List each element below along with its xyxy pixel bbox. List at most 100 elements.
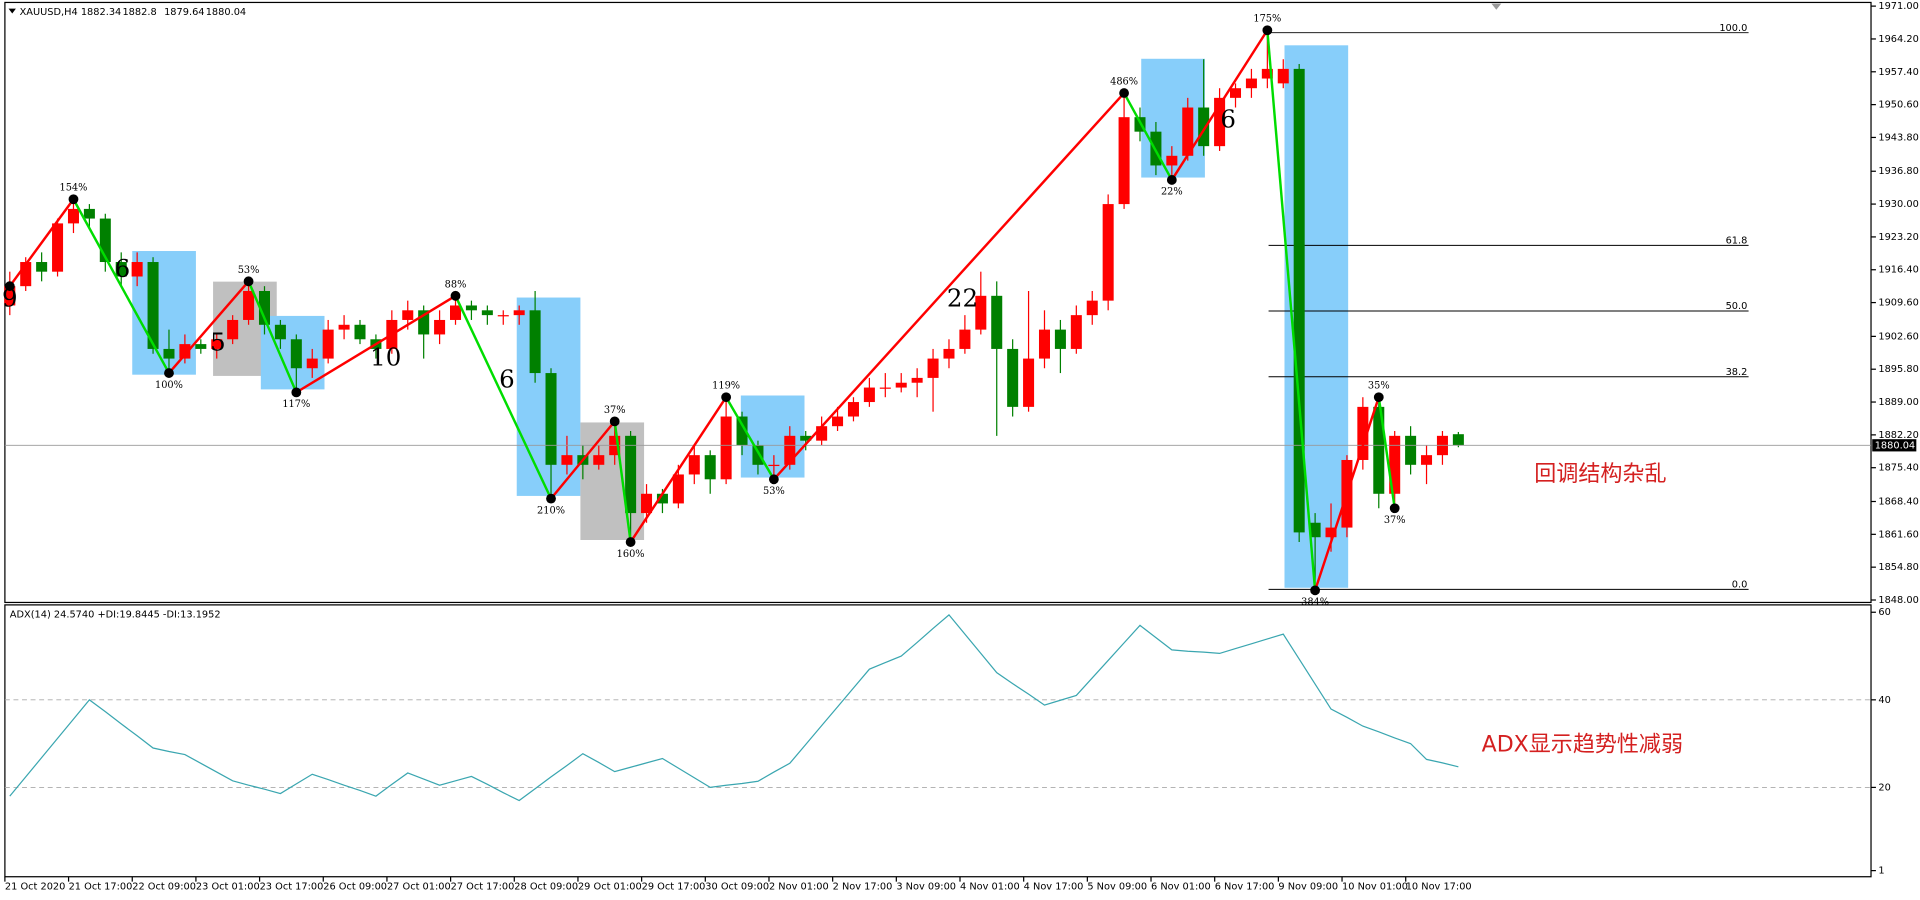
candle-body (179, 344, 191, 359)
pivot-label: 53% (763, 486, 785, 497)
zigzag-segment (772, 92, 1125, 481)
y-tick-label: 1848.00 (1878, 595, 1918, 606)
y-tick-label: 60 (1878, 607, 1890, 618)
pivot-label: 210% (537, 505, 565, 516)
ohlc-header: 1879.64 (164, 7, 204, 18)
wave-count: 6 (1220, 105, 1236, 134)
candle-body (1389, 435, 1401, 494)
candle-body (752, 445, 764, 465)
x-tick-label: 6 Nov 01:00 (1151, 882, 1211, 893)
y-tick-label: 1875.40 (1878, 463, 1918, 474)
candle-body (1245, 78, 1257, 89)
zigzag-segment (1123, 92, 1173, 181)
x-tick-label: 10 Nov 01:00 (1342, 882, 1408, 893)
price-tag-label: 1880.04 (1875, 440, 1915, 451)
price-tag (1872, 439, 1917, 452)
candle-body (529, 310, 541, 374)
fib-label: 50.0 (1726, 301, 1748, 312)
y-tick-label: 1964.20 (1878, 34, 1918, 45)
x-tick-label: 10 Nov 17:00 (1406, 882, 1472, 893)
candle-body (513, 310, 525, 316)
candle-body (895, 382, 907, 388)
candle-body (4, 286, 16, 306)
pivot-dot (1166, 175, 1177, 185)
y-tick-label: 1882.20 (1878, 430, 1918, 441)
candle-body (1357, 406, 1369, 460)
candle-body (434, 319, 446, 335)
candle-body (863, 387, 875, 403)
pivot-dot (546, 493, 556, 504)
wave-count: 22 (947, 284, 978, 313)
fib-label: 61.8 (1726, 235, 1748, 246)
candle-body (672, 474, 684, 504)
x-tick-label: 29 Oct 17:00 (642, 882, 706, 893)
candle-body (52, 223, 64, 272)
candle-body (338, 324, 350, 330)
candle-body (36, 262, 48, 272)
x-tick-label: 4 Nov 01:00 (960, 882, 1020, 893)
candle-body (545, 373, 557, 465)
candle-body (561, 455, 573, 465)
pivot-label: 100% (155, 380, 183, 391)
y-tick-label: 1895.80 (1878, 364, 1918, 375)
candle-body (1166, 155, 1178, 166)
adx-title: ADX(14) 24.5740 +DI:19.8445 -DI:13.1952 (10, 610, 221, 621)
candle-body (1421, 455, 1433, 465)
zigzag-segment (613, 421, 632, 543)
candle-body (1007, 348, 1019, 407)
candle-body (1086, 300, 1098, 316)
pivot-label: 119% (712, 381, 740, 392)
zigzag-segment (168, 280, 250, 374)
candle-body (656, 493, 668, 504)
ohlc-header: 1882.8 (122, 7, 156, 18)
candle-body (1118, 117, 1130, 205)
zigzag-segment (550, 420, 616, 500)
x-tick-label: 27 Oct 17:00 (451, 882, 515, 893)
y-tick-label: 20 (1878, 782, 1890, 793)
candle-body (1452, 434, 1464, 446)
pivot-dot (291, 387, 302, 398)
symbol-label: XAUUSD,H4 (20, 7, 78, 18)
x-tick-label: 9 Nov 09:00 (1278, 882, 1338, 893)
candle-body (832, 416, 844, 427)
candle-body (991, 295, 1003, 349)
adx-panel (4, 604, 1872, 878)
candle-body (354, 324, 366, 340)
candle-body (258, 290, 270, 325)
y-tick-label: 1971.00 (1878, 1, 1918, 12)
candle-body (975, 295, 987, 330)
zigzag-segment (1170, 29, 1269, 181)
y-tick-label: 1923.20 (1878, 232, 1918, 243)
candle-body (1054, 329, 1066, 349)
pivot-label: 37% (604, 405, 626, 416)
pivot-dot (721, 392, 732, 403)
candle-body (911, 377, 923, 383)
pivot-label: 154% (59, 183, 87, 194)
candle-body (227, 319, 239, 340)
candle-body (163, 348, 175, 359)
candle-body (497, 315, 509, 317)
pivot-dot (768, 474, 779, 485)
fib-label: 38.2 (1726, 367, 1748, 378)
pivot-dot (625, 537, 636, 547)
candle-body (593, 455, 605, 465)
pivot-label: 53% (238, 265, 260, 276)
x-tick-label: 21 Oct 17:00 (69, 882, 133, 893)
x-tick-label: 27 Oct 01:00 (387, 882, 451, 893)
x-tick-label: 23 Oct 17:00 (260, 882, 324, 893)
candle-body (1325, 527, 1337, 538)
zigzag-segment (295, 294, 457, 394)
zigzag-segment (1377, 397, 1396, 509)
candle-body (1261, 68, 1273, 79)
candle-body (736, 416, 748, 446)
candle-body (1277, 68, 1289, 84)
candle-body (1230, 88, 1242, 98)
pivot-label: 384% (1301, 597, 1329, 608)
candle-body (784, 435, 796, 465)
annotation: ADX显示趋势性减弱 (1482, 733, 1683, 758)
x-tick-label: 29 Oct 01:00 (578, 882, 642, 893)
x-tick-label: 28 Oct 09:00 (514, 882, 578, 893)
y-tick-label: 1902.60 (1878, 331, 1918, 342)
candle-body (879, 387, 891, 389)
